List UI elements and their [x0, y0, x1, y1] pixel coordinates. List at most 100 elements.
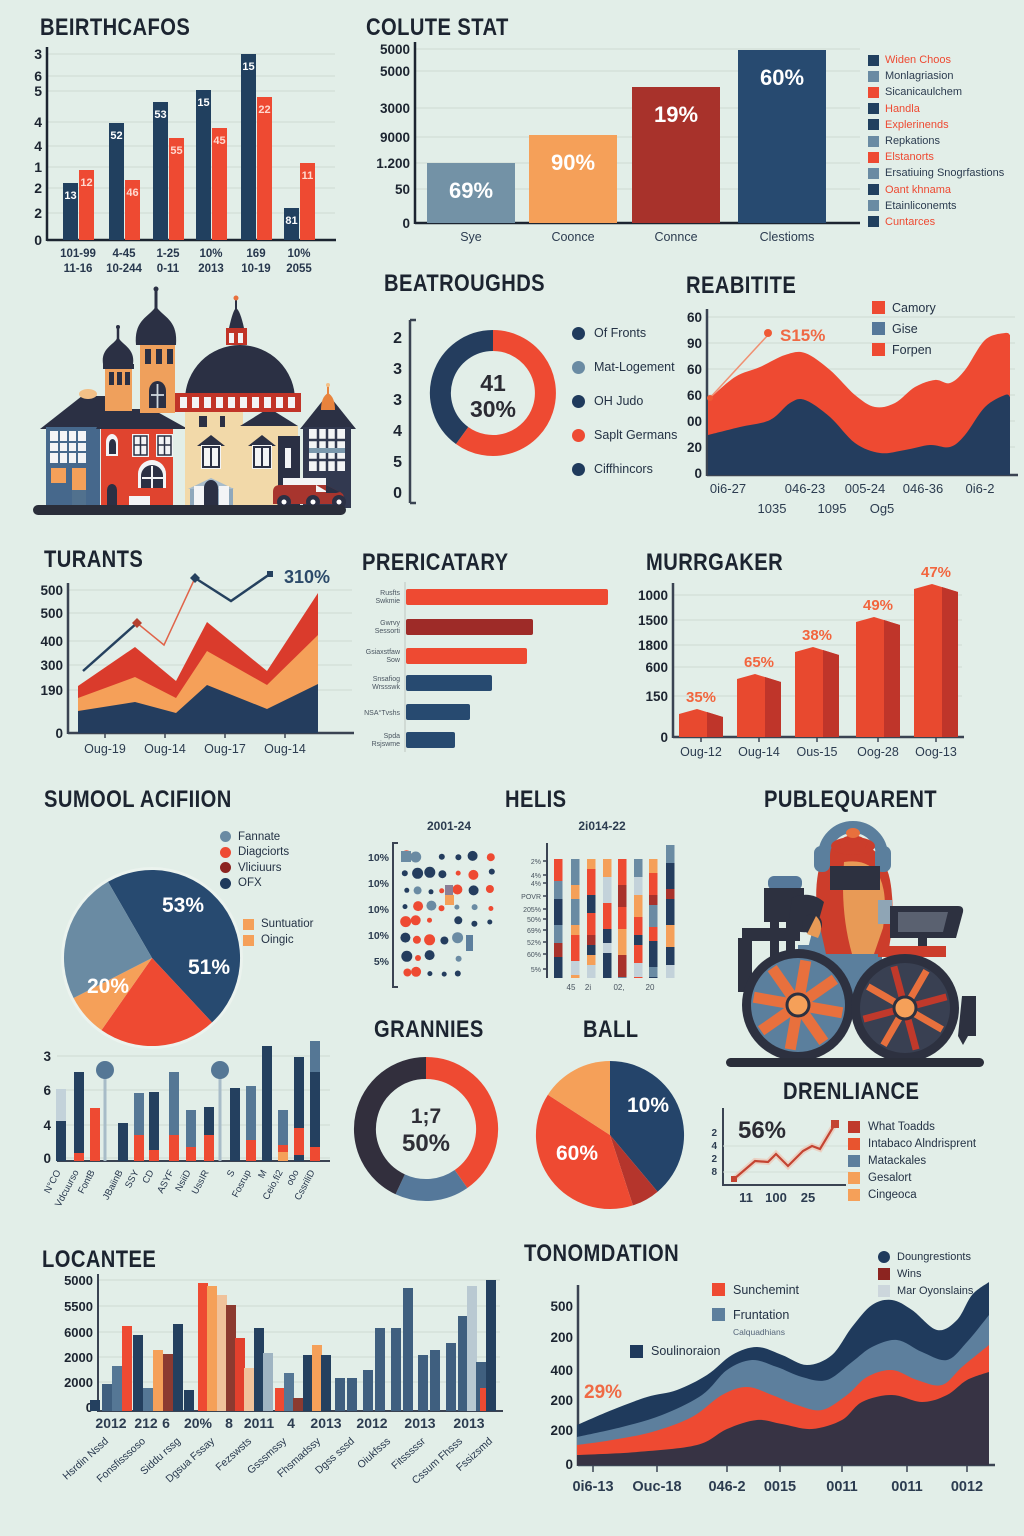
svg-text:4: 4 [34, 138, 42, 154]
svg-text:11-16: 11-16 [64, 263, 93, 275]
svg-text:20%: 20% [184, 1415, 213, 1431]
svg-text:M: M [256, 1168, 269, 1180]
svg-text:4%: 4% [531, 873, 541, 880]
svg-text:2001-24: 2001-24 [427, 819, 471, 833]
svg-text:Sye: Sye [460, 230, 482, 244]
svg-text:0і6-13: 0і6-13 [572, 1479, 613, 1495]
svg-text:52%: 52% [527, 940, 541, 947]
svg-text:Oog-28: Oog-28 [857, 745, 899, 759]
svg-text:00: 00 [687, 414, 702, 429]
svg-text:150: 150 [645, 689, 668, 704]
svg-text:200: 200 [550, 1330, 573, 1345]
svg-text:60%: 60% [527, 952, 541, 959]
svg-text:Sow: Sow [386, 657, 401, 664]
svg-text:1-25: 1-25 [156, 248, 180, 260]
svg-text:2%: 2% [531, 859, 541, 866]
svg-text:29%: 29% [584, 1382, 622, 1403]
svg-text:10%: 10% [368, 852, 390, 864]
svg-text:Oug-14: Oug-14 [738, 745, 780, 759]
svg-text:Ous-15: Ous-15 [797, 745, 838, 759]
svg-text:200: 200 [550, 1393, 573, 1408]
svg-text:6000: 6000 [64, 1325, 93, 1340]
svg-text:12: 12 [80, 177, 92, 189]
svg-text:3: 3 [393, 392, 402, 409]
svg-text:300: 300 [40, 658, 63, 673]
svg-text:5%: 5% [531, 967, 541, 974]
svg-text:NSA°Tvshs: NSA°Tvshs [364, 709, 400, 717]
svg-text:Rsjswme: Rsjswme [372, 741, 400, 748]
svg-text:SSY: SSY [123, 1168, 142, 1191]
svg-text:Clestioms: Clestioms [760, 230, 815, 244]
svg-text:0011: 0011 [826, 1479, 857, 1495]
svg-text:0: 0 [86, 1400, 93, 1415]
svg-text:6: 6 [162, 1415, 170, 1431]
svg-text:4: 4 [34, 114, 42, 130]
svg-text:41: 41 [480, 370, 506, 396]
svg-text:1000: 1000 [638, 588, 668, 603]
svg-text:4: 4 [393, 423, 402, 440]
svg-text:5000: 5000 [380, 64, 410, 79]
svg-text:500: 500 [40, 583, 63, 598]
svg-text:Swkmie: Swkmie [375, 598, 400, 605]
svg-text:4%: 4% [531, 881, 541, 888]
svg-text:CD: CD [140, 1168, 156, 1185]
svg-text:13: 13 [64, 190, 76, 202]
svg-text:5000: 5000 [64, 1273, 93, 1288]
svg-text:11: 11 [739, 1190, 753, 1205]
svg-text:Coonce: Coonce [551, 230, 594, 244]
svg-text:6: 6 [43, 1083, 51, 1098]
svg-text:9000: 9000 [380, 130, 410, 145]
svg-text:60%: 60% [556, 1142, 598, 1165]
svg-text:5: 5 [393, 454, 402, 471]
svg-text:15: 15 [242, 61, 254, 73]
svg-text:Connce: Connce [654, 230, 697, 244]
svg-text:UssIR: UssIR [190, 1168, 212, 1196]
svg-text:30%: 30% [470, 396, 516, 422]
svg-text:Gwrvy: Gwrvy [380, 620, 400, 627]
svg-text:50%: 50% [527, 917, 541, 924]
svg-text:500: 500 [40, 606, 63, 621]
svg-text:2: 2 [34, 205, 42, 221]
svg-text:2: 2 [711, 1128, 717, 1139]
svg-text:2: 2 [393, 330, 402, 347]
svg-text:38%: 38% [802, 627, 832, 644]
svg-text:S15%: S15% [780, 326, 825, 345]
svg-text:0: 0 [402, 216, 410, 231]
svg-text:0: 0 [55, 726, 63, 741]
svg-text:0: 0 [393, 485, 402, 502]
svg-text:2і: 2і [585, 983, 591, 992]
svg-text:47%: 47% [921, 564, 951, 581]
svg-text:Snsafiog: Snsafiog [373, 676, 400, 683]
svg-text:4: 4 [711, 1141, 717, 1152]
svg-text:0і6-2: 0і6-2 [966, 481, 995, 496]
svg-text:2013: 2013 [404, 1415, 435, 1431]
svg-text:90%: 90% [551, 150, 595, 175]
svg-text:8: 8 [225, 1415, 233, 1431]
svg-text:50: 50 [395, 182, 410, 197]
svg-text:400: 400 [40, 634, 63, 649]
svg-text:2055: 2055 [286, 263, 312, 275]
svg-text:101-99: 101-99 [60, 248, 96, 260]
svg-text:5: 5 [34, 83, 42, 99]
svg-text:35%: 35% [686, 689, 716, 706]
svg-text:1;7: 1;7 [411, 1105, 441, 1128]
svg-text:205%: 205% [523, 907, 541, 914]
svg-text:0012: 0012 [951, 1479, 983, 1495]
svg-text:60: 60 [687, 388, 702, 403]
svg-text:53: 53 [154, 109, 166, 121]
svg-text:1800: 1800 [638, 638, 668, 653]
svg-text:5%: 5% [374, 956, 390, 968]
svg-text:20: 20 [646, 983, 655, 992]
svg-text:19%: 19% [654, 102, 698, 127]
svg-text:046-23: 046-23 [785, 481, 825, 496]
svg-text:3: 3 [43, 1049, 51, 1064]
svg-text:005-24: 005-24 [845, 481, 885, 496]
svg-text:10%: 10% [368, 930, 390, 942]
svg-text:15: 15 [197, 97, 209, 109]
svg-text:Oug-12: Oug-12 [680, 745, 722, 759]
svg-text:169: 169 [246, 248, 265, 260]
svg-text:ASYF: ASYF [155, 1168, 176, 1195]
svg-text:310%: 310% [284, 567, 330, 587]
svg-text:100: 100 [765, 1190, 787, 1205]
svg-text:20: 20 [687, 440, 702, 455]
